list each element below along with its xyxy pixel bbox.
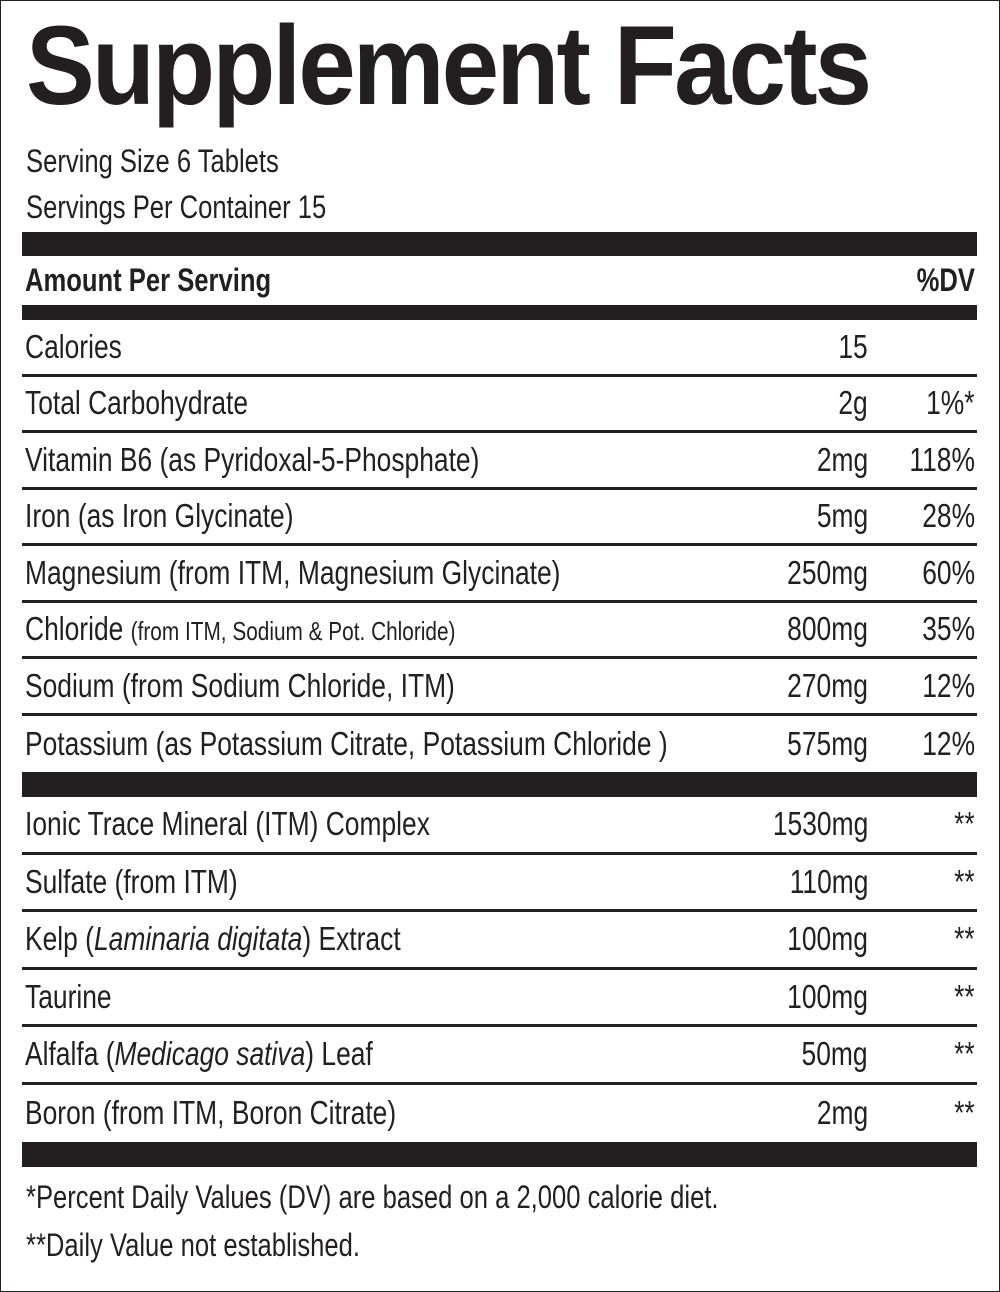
row: Chloride (from ITM, Sodium & Pot. Chlori… (22, 603, 977, 659)
ingredient-name: Magnesium (from ITM, Magnesium Glycinate… (25, 554, 560, 592)
row: Sodium (from Sodium Chloride, ITM) 270mg 1… (22, 659, 977, 716)
medium-bar (22, 305, 977, 320)
footnotes: *Percent Daily Values (DV) are based on … (22, 1173, 977, 1269)
daily-value: 1%* (926, 384, 975, 422)
row: Magnesium (from ITM, Magnesium Glycinate… (22, 546, 977, 603)
ingredient-name: Boron (from ITM, Boron Citrate) (25, 1094, 396, 1132)
daily-value: ** (954, 977, 975, 1015)
section: Ionic Trace Mineral (ITM) Complex 1530mg *… (22, 797, 977, 1142)
amount: 800mg (787, 610, 868, 648)
amount: 110mg (789, 862, 868, 900)
supplement-facts: Supplement Facts Serving Size 6 Tablets … (22, 0, 977, 1269)
name-part: Boron (from ITM, Boron Citrate) (25, 1094, 397, 1132)
row: Sulfate (from ITM) 110mg ** (22, 855, 977, 912)
name-part: Taurine (25, 977, 112, 1015)
amount: 2mg (816, 440, 868, 478)
name-part: Potassium (as Potassium Citrate, Potassi… (25, 724, 668, 762)
ingredient-name: Alfalfa (Medicago sativa) Leaf (25, 1035, 373, 1073)
title: Supplement Facts (22, 0, 977, 132)
ingredient-name: Vitamin B6 (as Pyridoxal-5-Phosphate) (25, 441, 479, 479)
header-left: Amount Per Serving (25, 262, 272, 298)
amount: 1530mg (772, 805, 868, 843)
row: Alfalfa (Medicago sativa) Leaf 50mg ** (22, 1027, 977, 1085)
daily-value: ** (954, 862, 975, 900)
name-part: Sodium (from Sodium Chloride, ITM) (25, 666, 455, 704)
header-right: %DV (916, 262, 975, 298)
row: Ionic Trace Mineral (ITM) Complex 1530mg *… (22, 797, 977, 855)
amount: 575mg (787, 724, 868, 762)
thick-bar (22, 772, 977, 797)
amount: 15 (838, 327, 868, 365)
thick-bar (22, 232, 977, 256)
amount: 100mg (787, 977, 868, 1015)
footnote-text: **Daily Value not established. (26, 1227, 360, 1263)
row: Taurine 100mg ** (22, 970, 977, 1027)
name-part: Magnesium (from ITM, Magnesium Glycinate… (25, 553, 561, 591)
daily-value: 12% (922, 724, 975, 762)
name-part: Medicago sativa (114, 1035, 306, 1073)
ingredient-name: Iron (as Iron Glycinate) (25, 497, 294, 535)
serving-size: Serving Size 6 Tablets (22, 138, 977, 184)
row: Potassium (as Potassium Citrate, Potassi… (22, 716, 977, 773)
amount: 50mg (801, 1035, 868, 1073)
amount: 100mg (787, 920, 868, 958)
ingredient-name: Chloride (from ITM, Sodium & Pot. Chlori… (25, 610, 455, 648)
ingredient-name: Taurine (25, 978, 112, 1016)
daily-value: 60% (922, 553, 975, 591)
name-part: ) Leaf (305, 1035, 373, 1073)
row: Boron (from ITM, Boron Citrate) 2mg ** (22, 1085, 977, 1143)
ingredient-name: Sodium (from Sodium Chloride, ITM) (25, 667, 455, 705)
name-part: ) Extract (302, 920, 401, 958)
daily-value: ** (954, 920, 975, 958)
ingredient-name: Calories (25, 328, 122, 366)
ingredient-name: Ionic Trace Mineral (ITM) Complex (25, 805, 430, 843)
daily-value: 118% (909, 440, 975, 478)
text: Serving Size 6 Tablets (26, 143, 279, 179)
name-part: Chloride (25, 610, 131, 648)
amount: 5mg (816, 497, 868, 535)
daily-value: 35% (922, 610, 975, 648)
name-part: Ionic Trace Mineral (ITM) Complex (25, 805, 430, 843)
ingredient-name: Sulfate (from ITM) (25, 863, 238, 901)
amount: 250mg (787, 553, 868, 591)
servings-per-container: Servings Per Container 15 (22, 184, 977, 230)
row: Total Carbohydrate 2g 1%* (22, 377, 977, 433)
name-part: Iron (as Iron Glycinate) (25, 497, 294, 535)
row: Vitamin B6 (as Pyridoxal-5-Phosphate) 2mg… (22, 433, 977, 490)
footnote: *Percent Daily Values (DV) are based on … (22, 1173, 977, 1221)
thick-bar (22, 1142, 977, 1167)
daily-value: ** (954, 1094, 975, 1132)
name-part: Sulfate (from ITM) (25, 862, 238, 900)
name-part: Total Carbohydrate (25, 384, 249, 422)
name-part: Laminaria digitata (93, 920, 303, 958)
text: Servings Per Container 15 (26, 189, 327, 225)
amount: 270mg (787, 666, 868, 704)
row: Iron (as Iron Glycinate) 5mg 28% (22, 490, 977, 546)
name-part: Kelp ( (25, 920, 94, 958)
daily-value: 28% (922, 497, 975, 535)
footnote-text: *Percent Daily Values (DV) are based on … (26, 1179, 719, 1215)
section: Calories 15 Total Carbohydrate 2g 1%* Vitamin… (22, 320, 977, 772)
amount: 2mg (816, 1094, 868, 1132)
row: Kelp (Laminaria digitata) Extract 100mg ** (22, 912, 977, 970)
ingredient-name: Potassium (as Potassium Citrate, Potassi… (25, 725, 668, 763)
daily-value: 12% (922, 666, 975, 704)
footnote: **Daily Value not established. (22, 1221, 977, 1269)
amount: 2g (838, 384, 868, 422)
daily-value: ** (954, 805, 975, 843)
name-part: Calories (25, 327, 122, 365)
table-header: Amount Per Serving %DV (22, 256, 977, 305)
title-text: Supplement Facts (26, 3, 872, 128)
ingredient-name: Total Carbohydrate (25, 384, 248, 422)
name-part: Alfalfa ( (25, 1035, 115, 1073)
ingredient-name: Kelp (Laminaria digitata) Extract (25, 920, 401, 958)
name-part: (from ITM, Sodium & Pot. Chloride) (130, 616, 456, 647)
name-part: Vitamin B6 (as Pyridoxal-5-Phosphate) (25, 440, 480, 478)
daily-value: ** (954, 1035, 975, 1073)
row: Calories 15 (22, 320, 977, 377)
